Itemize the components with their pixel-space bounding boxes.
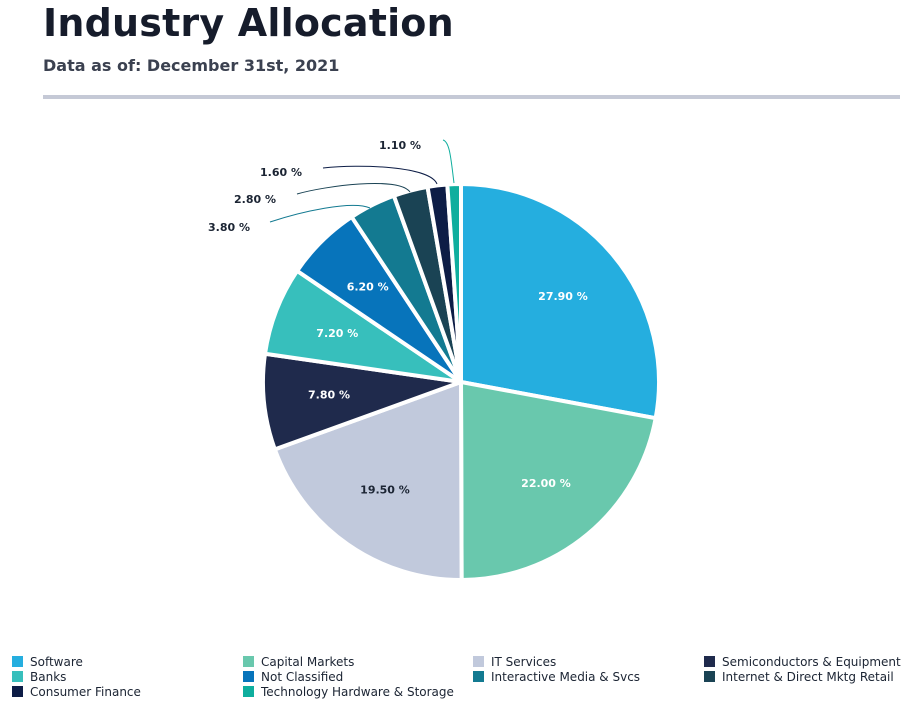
slice-label-not-classified: 6.20 % (347, 281, 389, 294)
legend-item-not-classified[interactable]: Not Classified (243, 669, 343, 684)
legend-label: Banks (30, 669, 67, 684)
legend-label: Capital Markets (261, 654, 355, 669)
page-title: Industry Allocation (43, 1, 454, 45)
slice-label-consumer-finance: 1.60 % (260, 166, 302, 179)
legend-swatch (704, 656, 715, 667)
data-as-of-date: Data as of: December 31st, 2021 (43, 56, 340, 75)
legend-label: Internet & Direct Mktg Retail (722, 669, 894, 684)
legend-swatch (473, 671, 484, 682)
slice-label-interactive-media-and-svcs: 3.80 % (208, 221, 250, 234)
slice-label-technology-hardware-and-storage: 1.10 % (379, 139, 421, 152)
slice-label-capital-markets: 22.00 % (521, 477, 571, 490)
legend-swatch (12, 656, 23, 667)
leader-line-internet-and-direct-mktg-retail (296, 183, 411, 195)
legend-swatch (704, 671, 715, 682)
legend-item-internet-and-direct-mktg-retail[interactable]: Internet & Direct Mktg Retail (704, 669, 894, 684)
legend-item-semiconductors-and-equipment[interactable]: Semiconductors & Equipment (704, 654, 901, 669)
industry-pie-chart: 27.90 % 22.00 % 19.50 % 7.80 % 7.20 % 6.20 % 3… (208, 139, 661, 583)
slice-label-software: 27.90 % (538, 290, 588, 303)
legend-item-it-services[interactable]: IT Services (473, 654, 556, 669)
slice-label-internet-and-direct-mktg-retail: 2.80 % (234, 193, 276, 206)
legend-item-capital-markets[interactable]: Capital Markets (243, 654, 354, 669)
pie-slice-capital-markets[interactable] (459, 380, 658, 582)
slice-label-semiconductors-and-equipment: 7.80 % (308, 389, 350, 402)
legend-label: Technology Hardware & Storage (261, 684, 454, 699)
legend-label: Not Classified (261, 669, 344, 684)
legend-item-banks[interactable]: Banks (12, 669, 66, 684)
chart-legend: Software Capital Markets IT Services Semico… (12, 654, 907, 700)
legend-item-technology-hardware-and-storage[interactable]: Technology Hardware & Storage (243, 684, 454, 699)
legend-swatch (243, 656, 254, 667)
legend-label: IT Services (491, 654, 557, 669)
legend-label: Software (30, 654, 83, 669)
pie-slice-it-services[interactable] (272, 380, 464, 583)
slice-label-banks: 7.20 % (316, 327, 358, 340)
header-divider (43, 95, 900, 99)
legend-swatch (243, 686, 254, 697)
leader-line-technology-hardware-and-storage (442, 139, 455, 184)
legend-swatch (473, 656, 484, 667)
pie-slice-technology-hardware-and-storage[interactable] (445, 181, 463, 384)
leader-line-interactive-media-and-svcs (269, 204, 371, 223)
legend-item-interactive-media-and-svcs[interactable]: Interactive Media & Svcs (473, 669, 640, 684)
legend-label: Consumer Finance (30, 684, 141, 699)
legend-swatch (243, 671, 254, 682)
leader-line-consumer-finance (322, 165, 438, 185)
slice-label-it-services: 19.50 % (360, 484, 410, 497)
legend-label: Interactive Media & Svcs (491, 669, 641, 684)
pie-slice-software[interactable] (459, 182, 661, 421)
legend-item-software[interactable]: Software (12, 654, 83, 669)
legend-swatch (12, 686, 23, 697)
legend-label: Semiconductors & Equipment (722, 654, 901, 669)
legend-swatch (12, 671, 23, 682)
legend-item-consumer-finance[interactable]: Consumer Finance (12, 684, 141, 699)
